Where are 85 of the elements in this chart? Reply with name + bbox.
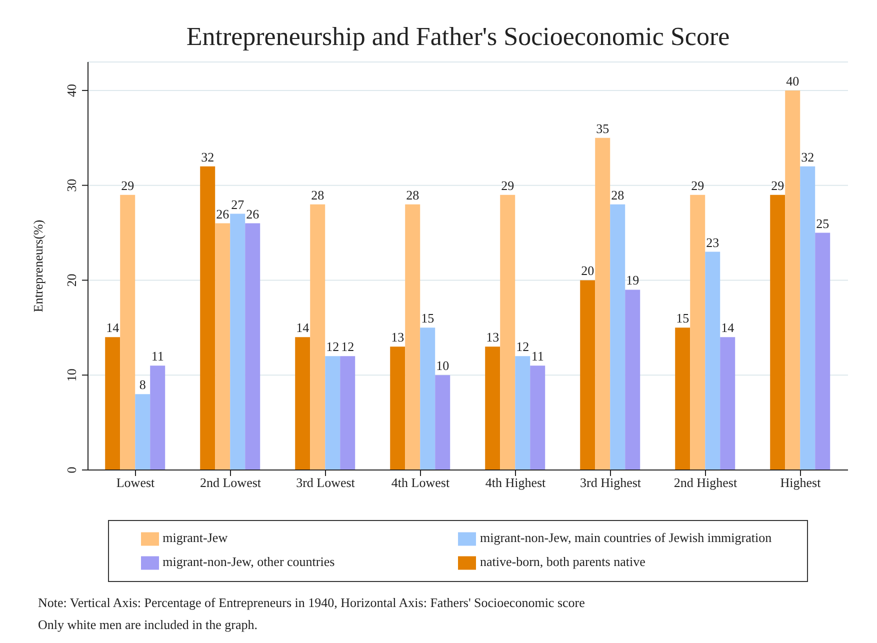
data-label: 35 <box>596 120 610 136</box>
bar <box>200 166 216 470</box>
data-label: 26 <box>246 206 260 222</box>
bar <box>135 394 150 470</box>
bar <box>215 223 230 470</box>
chart-title: Entrepreneurship and Father's Socioeconomic Score <box>185 22 731 52</box>
data-label: 12 <box>326 339 340 354</box>
x-tick-label: 3rd Lowest <box>296 475 356 490</box>
bar <box>720 337 736 470</box>
bar <box>435 375 450 470</box>
legend-label: migrant-non-Jew, main countries of Jewish immigration <box>480 530 772 545</box>
x-tick-label: 4th Lowest <box>391 475 450 490</box>
data-label: 8 <box>139 377 146 392</box>
bar <box>770 194 786 470</box>
data-label: 32 <box>201 149 214 164</box>
legend-label: native-born, both parents native <box>480 554 646 569</box>
data-label: 23 <box>706 234 720 250</box>
bar <box>405 204 420 470</box>
data-label: 11 <box>531 348 544 364</box>
data-label: 28 <box>406 187 420 202</box>
y-axis-title: Entrepreneurs(%) <box>30 220 46 312</box>
y-tick-label: 30 <box>64 178 79 192</box>
bar <box>295 337 310 470</box>
data-label: 14 <box>296 320 310 336</box>
legend-label: migrant-Jew <box>162 530 228 545</box>
bar <box>815 232 830 470</box>
bar <box>800 166 816 470</box>
data-label: 10 <box>436 358 450 374</box>
bar <box>625 290 640 470</box>
data-label: 40 <box>786 73 800 88</box>
text: Only white men are included in the graph. <box>38 616 258 634</box>
data-label: 28 <box>611 187 624 202</box>
data-label: 13 <box>486 330 500 345</box>
x-tick-label: 4th Highest <box>485 475 546 490</box>
bar <box>105 337 120 470</box>
bar <box>675 328 690 470</box>
bar <box>230 214 246 470</box>
bar <box>245 223 260 470</box>
x-tick-label: Lowest <box>116 475 156 490</box>
data-label: 27 <box>231 196 245 212</box>
y-tick-label: 0 <box>64 466 79 474</box>
data-label: 29 <box>771 178 784 193</box>
legend-label: migrant-non-Jew, other countries <box>162 554 335 569</box>
data-label: 20 <box>581 263 594 278</box>
x-tick-label: 2nd Highest <box>674 475 738 490</box>
bar <box>705 252 720 470</box>
bar <box>340 356 356 470</box>
x-tick-label: 3rd Highest <box>580 475 642 490</box>
bar <box>515 356 530 470</box>
data-label: 13 <box>391 330 404 345</box>
bar <box>120 194 136 470</box>
bar <box>580 280 596 470</box>
data-label: 14 <box>721 320 735 336</box>
bar <box>595 138 610 470</box>
data-label: 19 <box>626 272 640 288</box>
bar <box>325 356 340 470</box>
data-label: 15 <box>676 310 690 326</box>
bar <box>500 194 516 470</box>
bar <box>310 204 326 470</box>
bar <box>785 90 800 470</box>
data-label: 15 <box>421 310 434 326</box>
x-tick-label: 2nd Lowest <box>200 475 262 490</box>
bar <box>420 328 436 470</box>
data-label: 29 <box>691 178 704 193</box>
y-tick-label: 40 <box>64 84 79 97</box>
data-label: 26 <box>216 206 230 222</box>
bar <box>530 366 546 470</box>
data-label: 11 <box>151 348 164 364</box>
bar <box>390 346 406 470</box>
data-label: 28 <box>311 187 324 202</box>
y-tick-label: 20 <box>64 274 79 287</box>
text: Note: Vertical Axis: Percentage of Entrepreneurs in 1940, Horizontal Axis: Fathers' Socioeconomic score <box>38 594 586 612</box>
x-tick-label: Highest <box>780 475 822 490</box>
data-label: 12 <box>341 339 354 354</box>
data-label: 32 <box>801 149 814 164</box>
y-tick-label: 10 <box>64 368 79 382</box>
data-label: 12 <box>516 339 530 354</box>
data-label: 29 <box>501 178 514 193</box>
data-label: 14 <box>106 320 120 336</box>
bar <box>610 204 626 470</box>
bar <box>150 366 166 470</box>
bar <box>485 346 500 470</box>
data-label: 25 <box>816 216 830 231</box>
data-label: 29 <box>121 178 134 193</box>
bar <box>690 194 706 470</box>
